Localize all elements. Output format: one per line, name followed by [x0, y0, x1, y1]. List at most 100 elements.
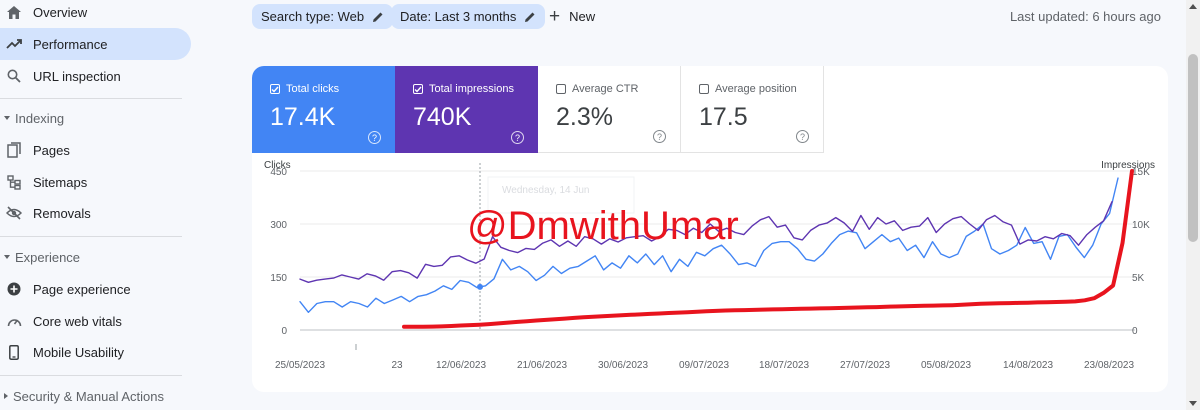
caret-down-icon	[4, 116, 10, 120]
sidebar-item-label: Page experience	[33, 281, 131, 297]
checkbox-unchecked-icon[interactable]	[699, 84, 709, 94]
x-tick-label: 23	[391, 360, 403, 371]
chip-label: Search type: Web	[261, 9, 365, 24]
sidebar-item-label: Mobile Usability	[33, 344, 125, 360]
sidebar-item-sitemaps[interactable]: Sitemaps	[0, 166, 191, 198]
sidebar-item-performance[interactable]: Performance	[0, 28, 191, 60]
page-scrollbar[interactable]	[1186, 0, 1200, 410]
caret-right-icon	[4, 393, 8, 399]
add-icon: +	[549, 6, 561, 27]
sidebar: Overview Performance URL inspection Inde…	[0, 0, 200, 410]
search-icon	[6, 68, 22, 84]
section-header-security[interactable]: Security & Manual Actions	[0, 386, 164, 406]
sidebar-item-label: URL inspection	[33, 68, 121, 84]
caret-down-icon	[4, 255, 10, 259]
hover-tooltip-label: Wednesday, 14 Jun	[502, 185, 589, 196]
metric-average-ctr[interactable]: Average CTR 2.3% ?	[538, 66, 681, 153]
performance-card: Total clicks 17.4K ? Total impressions 7…	[252, 66, 1168, 392]
sidebar-item-url-inspection[interactable]: URL inspection	[0, 60, 191, 92]
left-axis-title: Clicks	[264, 160, 291, 171]
sidebar-divider	[0, 236, 182, 237]
metric-label: Average position	[715, 83, 797, 95]
right-tick-label: 0	[1132, 326, 1138, 337]
checkbox-checked-icon[interactable]	[413, 84, 423, 94]
metric-label: Total clicks	[286, 83, 340, 95]
metric-label: Total impressions	[429, 83, 514, 95]
x-tick-label: 18/07/2023	[759, 360, 809, 371]
checkbox-unchecked-icon[interactable]	[556, 84, 566, 94]
section-label: Experience	[15, 249, 81, 265]
scroll-up-arrow-icon[interactable]	[1189, 4, 1197, 9]
x-tick-label: 12/06/2023	[436, 360, 486, 371]
left-tick-label: 300	[270, 220, 287, 231]
section-label: Indexing	[15, 110, 65, 126]
metric-average-position[interactable]: Average position 17.5 ?	[681, 66, 824, 153]
date-filter-chip[interactable]: Date: Last 3 months	[391, 4, 546, 29]
hover-point-clicks	[477, 283, 483, 290]
metric-value: 17.4K	[270, 103, 336, 131]
sidebar-item-removals[interactable]: Removals	[0, 197, 191, 229]
edit-icon	[525, 12, 535, 22]
x-tick-label: 21/06/2023	[517, 360, 567, 371]
scroll-down-arrow-icon[interactable]	[1189, 401, 1197, 406]
hover-tooltip	[487, 176, 635, 214]
sidebar-divider	[0, 98, 182, 99]
impressions-series-line	[299, 201, 1113, 284]
metric-value: 2.3%	[556, 103, 613, 131]
metric-total-impressions[interactable]: Total impressions 740K ?	[395, 66, 538, 153]
sidebar-item-label: Sitemaps	[33, 174, 88, 190]
last-updated-text: Last updated: 6 hours ago	[1009, 9, 1161, 24]
metric-value: 740K	[413, 103, 472, 131]
help-icon[interactable]: ?	[511, 131, 524, 144]
metric-value: 17.5	[699, 103, 748, 131]
visibility-off-icon	[6, 205, 22, 221]
right-axis-title: Impressions	[1101, 160, 1155, 171]
speed-icon	[6, 313, 22, 329]
sidebar-item-page-experience[interactable]: Page experience	[0, 273, 191, 305]
sidebar-item-mobile-usability[interactable]: Mobile Usability	[0, 336, 191, 368]
performance-chart-svg[interactable]: Clicks Impressions 450 300 150 0 15K 10K 5K 0 25/0…	[252, 153, 1168, 392]
sidebar-item-label: Core web vitals	[33, 313, 122, 329]
sidebar-item-label: Overview	[33, 4, 88, 20]
x-tick-label: 05/08/2023	[921, 360, 971, 371]
x-tick-label: 09/07/2023	[679, 360, 729, 371]
new-filter-button[interactable]: + New	[549, 4, 595, 29]
left-tick-label: 450	[270, 167, 287, 178]
smartphone-icon	[6, 344, 22, 360]
help-icon[interactable]: ?	[796, 130, 809, 143]
new-button-label: New	[569, 9, 596, 24]
left-tick-label: 150	[270, 273, 287, 284]
pages-icon	[6, 142, 22, 158]
performance-chart[interactable]: Clicks Impressions 450 300 150 0 15K 10K 5K 0 25/0…	[252, 153, 1168, 392]
help-icon[interactable]: ?	[653, 130, 666, 143]
sitemap-icon	[6, 174, 22, 190]
x-tick-label: 14/08/2023	[1003, 360, 1053, 371]
search-type-filter-chip[interactable]: Search type: Web	[252, 4, 394, 29]
annotation-trend-line	[402, 169, 1134, 329]
help-icon[interactable]: ?	[368, 131, 381, 144]
sidebar-divider	[0, 375, 182, 376]
watermark-text: @DmwithUmar	[467, 204, 739, 248]
sidebar-item-label: Performance	[33, 36, 108, 52]
metric-total-clicks[interactable]: Total clicks 17.4K ?	[252, 66, 395, 153]
chip-label: Date: Last 3 months	[400, 9, 517, 24]
section-label: Security & Manual Actions	[13, 388, 165, 404]
x-tick-label: 27/07/2023	[840, 360, 890, 371]
edit-icon	[373, 12, 383, 22]
checkbox-checked-icon[interactable]	[270, 84, 280, 94]
scrollbar-thumb[interactable]	[1188, 54, 1198, 242]
sidebar-item-label: Removals	[33, 205, 91, 221]
section-header-experience[interactable]: Experience	[0, 247, 80, 267]
add-circle-icon	[6, 281, 22, 297]
x-tick-label: 25/05/2023	[275, 360, 325, 371]
sidebar-item-overview[interactable]: Overview	[0, 0, 191, 28]
right-tick-label: 10K	[1132, 220, 1150, 231]
metric-label: Average CTR	[572, 83, 639, 95]
section-header-indexing[interactable]: Indexing	[0, 108, 64, 128]
home-icon	[6, 4, 22, 20]
x-tick-label: 30/06/2023	[598, 360, 648, 371]
sidebar-item-pages[interactable]: Pages	[0, 134, 191, 166]
left-tick-label: 0	[281, 326, 287, 337]
sidebar-item-core-web-vitals[interactable]: Core web vitals	[0, 305, 191, 337]
sidebar-item-label: Pages	[33, 142, 70, 158]
